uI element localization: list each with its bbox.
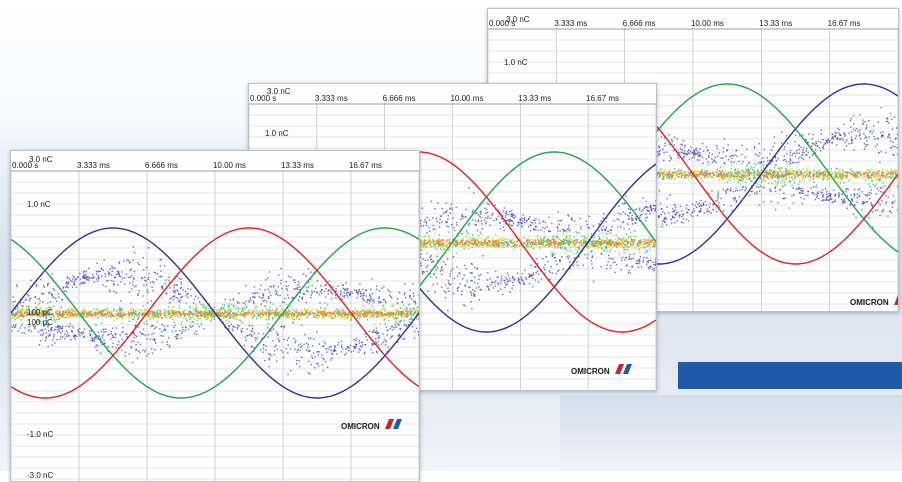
x-tick-label: 13.33 ms: [518, 94, 551, 103]
y-axis-label: 1.0 nC: [504, 58, 528, 67]
omicron-logo-text: OMICRON: [850, 298, 889, 307]
x-tick-label: 10.00 ms: [213, 161, 246, 170]
y-axis-label: -3.0 nC: [27, 471, 53, 480]
x-tick-label: 13.33 ms: [759, 19, 792, 28]
x-tick-label: 3.333 ms: [315, 94, 348, 103]
x-tick-label: 6.666 ms: [623, 19, 656, 28]
omicron-logo-mark-blue: [623, 364, 632, 374]
y-axis-label: 1.0 nC: [265, 129, 289, 138]
omicron-logo-mark-red: [894, 295, 898, 305]
floor-reflection: [560, 395, 902, 471]
x-tick-label: 6.666 ms: [383, 94, 416, 103]
omicron-logo-text: OMICRON: [341, 422, 380, 431]
y-axis-label: 100 pC: [27, 318, 53, 327]
x-tick-label: 13.33 ms: [281, 161, 314, 170]
omicron-logo: OMICRON: [341, 419, 402, 431]
omicron-logo-mark-red: [615, 364, 624, 374]
omicron-logo-text: OMICRON: [571, 367, 610, 376]
x-tick-label: 3.333 ms: [554, 19, 587, 28]
x-tick-label: 10.00 ms: [691, 19, 724, 28]
y-axis-label: 1.0 nC: [27, 200, 51, 209]
x-tick-label: 16.67 ms: [586, 94, 619, 103]
x-tick-label: 16.67 ms: [828, 19, 861, 28]
y-axis-label: 3.0 nC: [267, 87, 291, 96]
x-tick-label: 3.333 ms: [77, 161, 110, 170]
accent-bar: [678, 362, 902, 389]
x-tick-label: 16.67 ms: [349, 161, 382, 170]
y-axis-label: 100 pC: [27, 308, 53, 317]
omicron-logo: OMICRON: [571, 364, 632, 376]
y-axis-label: -1.0 nC: [27, 430, 53, 439]
y-axis-label: 3.0 nC: [506, 15, 530, 24]
x-tick-label: 6.666 ms: [145, 161, 178, 170]
x-tick-label: 10.00 ms: [450, 94, 483, 103]
y-axis-label: 3.0 nC: [29, 155, 53, 164]
omicron-logo: OMICRON: [850, 295, 898, 307]
